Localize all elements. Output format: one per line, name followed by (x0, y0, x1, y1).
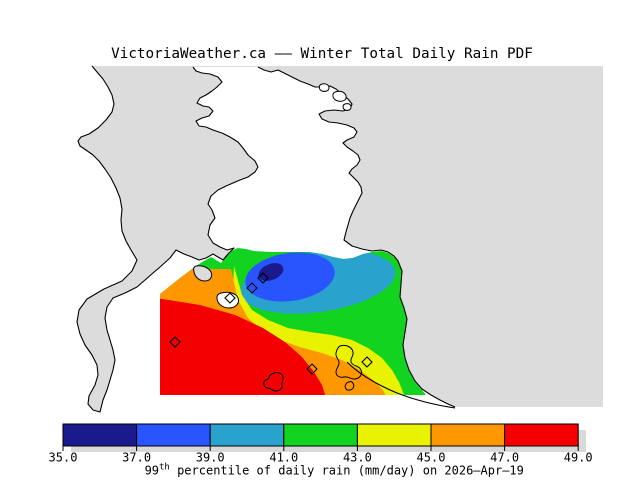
colorbar-ticks (62, 446, 579, 451)
island-1 (318, 83, 330, 92)
bay-pocket (193, 265, 213, 282)
colorbar-caption: 99th percentile of daily rain (mm/day) o… (94, 463, 560, 478)
colorbar-segment-41-43 (283, 423, 358, 447)
colorbar-segment-35-37 (62, 423, 138, 447)
contour-band-35-37-minimum (258, 263, 284, 281)
colorbar-segment-47-49 (504, 423, 579, 447)
contour-band-47-49-maximum (160, 297, 326, 395)
tick-label: 35.0 (49, 451, 78, 465)
lake-outline-1 (263, 372, 284, 392)
sea-fill (77, 66, 603, 412)
tick-label: 39.0 (196, 451, 225, 465)
colorbar-segment-45-47 (430, 423, 506, 447)
station-diamond (257, 272, 269, 284)
station-diamond (169, 336, 181, 348)
tick-label: 41.0 (269, 451, 298, 465)
island-2 (332, 90, 347, 102)
colorbar: 35.0 37.0 39.0 41.0 43.0 45.0 47.0 49.0 … (49, 423, 593, 478)
figure-title: VictoriaWeather.ca —— Winter Total Daily… (111, 46, 533, 62)
tick-label: 45.0 (417, 451, 446, 465)
lake-outline-3 (344, 381, 355, 391)
caption-superscript: th (159, 463, 170, 473)
coastline-south-shore (346, 361, 456, 409)
tick-label: 47.0 (490, 451, 519, 465)
tick-label: 37.0 (122, 451, 151, 465)
station-markers (169, 272, 373, 375)
station-diamond (246, 282, 258, 294)
colorbar-tick-labels: 35.0 37.0 39.0 41.0 43.0 45.0 47.0 49.0 (49, 451, 593, 465)
station-diamond (224, 292, 236, 304)
caption-rest: percentile of daily rain (mm/day) on 202… (170, 464, 524, 478)
colorbar-segment-37-39 (136, 423, 211, 447)
tick-label: 43.0 (343, 451, 372, 465)
colorbar-segment-39-41 (209, 423, 285, 447)
contour-band-37-39 (245, 252, 335, 302)
station-diamond (306, 363, 318, 375)
coastline-main (76, 65, 456, 413)
island-3 (342, 103, 352, 111)
tick-label: 49.0 (564, 451, 593, 465)
station-diamond (361, 356, 373, 368)
colorbar-segment-43-45 (356, 423, 432, 447)
caption-prefix: 99 (145, 464, 159, 478)
lake-outline-2 (335, 344, 362, 380)
